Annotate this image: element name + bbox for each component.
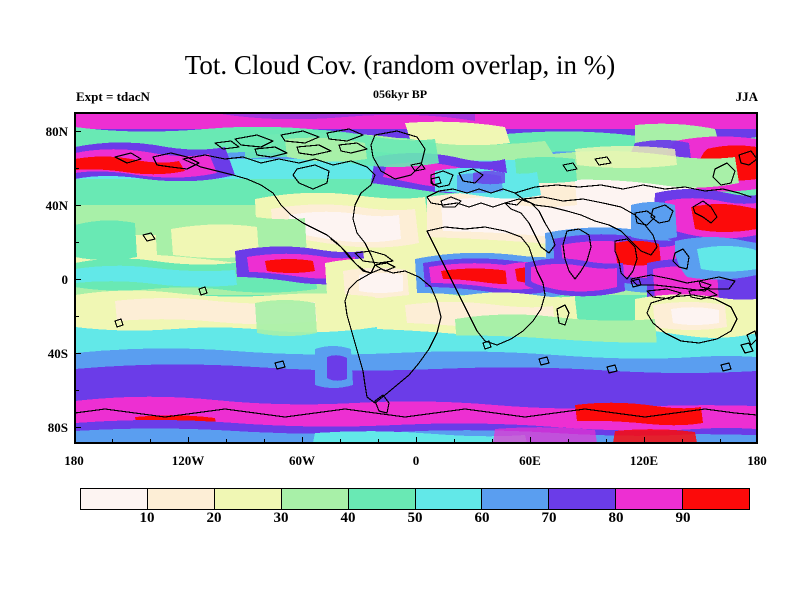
y-tick-80s <box>74 427 81 428</box>
colorbar-labels: 10 20 30 40 50 60 70 80 90 <box>80 510 750 532</box>
x-axis-label-120e: 120E <box>629 453 659 468</box>
colorbar-band-2 <box>214 489 282 509</box>
x-tick-120e <box>644 437 645 444</box>
x-axis-label-60w: 60W <box>289 453 315 468</box>
colorbar-band-1 <box>147 489 215 509</box>
x-tick-20w <box>378 439 379 444</box>
y-tick-80n <box>74 131 81 132</box>
x-axis-label-60e: 60E <box>519 453 541 468</box>
x-tick-180e <box>757 437 758 444</box>
colorbar-band-7 <box>549 489 617 509</box>
page-title: Tot. Cloud Cov. (random overlap, in %) <box>184 50 616 80</box>
colorbar-band-8 <box>616 489 684 509</box>
x-axis-label-180e: 180 <box>747 453 767 468</box>
x-tick-40w <box>340 439 341 444</box>
colorbar-band-5 <box>415 489 483 509</box>
x-tick-20e <box>454 439 455 444</box>
y-tick-60s <box>74 390 79 391</box>
colorbar-tick-60: 60 <box>474 510 490 526</box>
colorbar-tick-40: 40 <box>340 510 356 526</box>
period-label: 056kyr BP <box>372 87 428 101</box>
y-axis-label-80s: 80S <box>47 420 68 435</box>
y-axis-label-40s: 40S <box>47 346 68 361</box>
x-tick-80w <box>264 439 265 444</box>
x-tick-160w <box>112 439 113 444</box>
y-tick-20n <box>74 242 79 243</box>
experiment-label: Expt = tdacN <box>76 89 150 104</box>
x-tick-140w <box>150 439 151 444</box>
y-tick-60n <box>74 168 79 169</box>
y-axis-label-40n: 40N <box>45 198 68 213</box>
colorbar-tick-20: 20 <box>206 510 222 526</box>
colorbar-tick-90: 90 <box>675 510 691 526</box>
y-axis-label-0: 0 <box>61 272 69 287</box>
x-tick-80e <box>568 439 569 444</box>
colorbar-band-3 <box>281 489 349 509</box>
colorbar-band-4 <box>348 489 416 509</box>
x-tick-100e <box>606 439 607 444</box>
x-tick-140e <box>682 439 683 444</box>
cloud-cover-contour-map <box>75 113 757 443</box>
y-tick-40s <box>74 353 81 354</box>
x-axis-label-120w: 120W <box>171 453 205 468</box>
colorbar-band-6 <box>482 489 550 509</box>
colorbar-tick-10: 10 <box>139 510 155 526</box>
colorbar-tick-50: 50 <box>407 510 423 526</box>
season-label: JJA <box>735 89 758 104</box>
y-tick-20s <box>74 316 79 317</box>
y-axis-label-80n: 80N <box>45 124 68 139</box>
x-tick-180w <box>74 437 75 444</box>
y-tick-0 <box>74 279 81 280</box>
map-plot-area <box>74 112 758 444</box>
x-axis-label-0: 0 <box>412 453 420 468</box>
x-tick-40e <box>492 439 493 444</box>
x-axis-label-180w: 180 <box>64 453 84 468</box>
colorbar-band-0 <box>81 489 148 509</box>
x-tick-60w <box>302 437 303 444</box>
x-tick-0 <box>416 437 417 444</box>
x-tick-160e <box>720 439 721 444</box>
colorbar-band-9 <box>683 489 750 509</box>
x-tick-120w <box>188 437 189 444</box>
x-tick-60e <box>530 437 531 444</box>
colorbar-tick-30: 30 <box>273 510 289 526</box>
colorbar-tick-80: 80 <box>608 510 624 526</box>
y-tick-40n <box>74 205 81 206</box>
x-tick-100w <box>226 439 227 444</box>
colorbar <box>80 488 750 510</box>
colorbar-tick-70: 70 <box>541 510 557 526</box>
